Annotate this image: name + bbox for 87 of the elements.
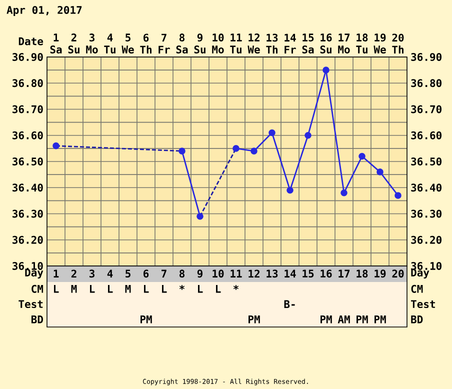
x-tick-label: 16 Su [320,34,332,54]
point [232,145,240,152]
x-tick-label: 2 Su [68,34,80,54]
y-tick-label: 36.40 [12,184,43,192]
point [304,132,312,139]
text: PM [374,316,386,324]
x-tick-label: 7 Fr [158,34,170,54]
x-tick-label: 19 We [374,34,386,54]
text: B- [284,300,295,308]
text: PM [248,316,260,324]
x-tick-label: 4 Tu [104,34,116,54]
point [250,148,258,154]
text: PM [140,316,152,324]
text: PM [320,316,332,324]
text: L [162,285,167,293]
x-tick-label: 1 [54,270,59,278]
x-tick-label: 10 Mo [212,34,224,54]
chart-title: Apr 01, 2017 [6,6,82,16]
text: Day [411,268,430,279]
x-axis-title: Date [18,37,44,46]
x-tick-label: 5 We [122,34,134,54]
point [340,189,348,196]
x-tick-label: 16 [320,270,332,278]
y-tick-label: 36.50 [12,158,43,166]
y-tick-label: 36.70 [12,105,43,114]
text: PM [356,316,368,324]
point [268,129,276,136]
text: * [233,284,239,290]
x-tick-label: 17 [338,270,350,278]
x-tick-label: 3 [89,270,94,278]
point [52,142,60,150]
text: L [90,285,95,293]
text: L [198,285,203,293]
x-tick-label: 8 Sa [176,34,188,54]
x-tick-label: 15 Sa [302,34,314,54]
x-tick-label: 8 [179,270,184,278]
y-tick-label: 36.30 [12,210,43,218]
y-tick-label: 36.80 [12,79,43,88]
x-tick-label: 13 Th [266,34,278,54]
x-tick-label: 4 [107,270,113,278]
point [376,168,384,176]
text: AM [338,316,350,324]
text: L [144,285,149,293]
x-tick-label: 9 Su [194,34,206,54]
x-tick-label: 18 [356,270,368,278]
x-tick-label: 17 Mo [338,34,350,54]
x-tick-label: 15 [302,270,314,278]
x-tick-label: 18 Tu [356,34,368,54]
x-tick-label: 19 [374,270,386,278]
y-tick-label: 36.20 [12,236,43,244]
text: M [71,285,77,293]
x-tick-label: 3 Mo [86,34,98,54]
point [178,148,186,154]
text: L [216,285,221,293]
point [286,186,294,194]
x-tick-label: 10 [212,270,224,278]
x-tick-label: 9 [197,270,202,278]
y-tick-label: BD [411,316,423,324]
x-tick-label: 14 Fr [284,34,296,54]
x-tick-label: 20 Th [392,34,404,54]
text: L [108,285,113,293]
x-axis-title: Day [25,268,44,279]
x-tick-label: 6 [144,270,149,278]
x-tick-label: 2 [71,270,76,278]
x-tick-label: 6 Th [140,34,152,54]
text: L [54,285,59,293]
y-tick-label: CM [411,284,423,293]
x-tick-label: 5 [126,270,130,278]
x-tick-label: 7 [162,270,166,278]
y-tick-label: 36.10 [12,262,43,270]
x-tick-label: 1 Sa [50,34,62,54]
y-tick-label: 36.60 [12,131,43,140]
x-tick-label: 13 [266,270,278,278]
point [358,152,366,160]
x-tick-label: 12 [248,270,260,278]
text: M [125,285,131,293]
y-tick-label: 36.90 [12,53,43,62]
x-tick-label: 14 [284,270,296,278]
x-tick-label: 11 Tu [230,34,242,54]
x-tick-label: 11 [230,270,242,278]
x-tick-label: 20 [392,270,404,278]
point [196,212,204,220]
y-tick-label: Test [410,300,435,308]
x-tick-label: 12 We [248,34,260,54]
point [394,192,402,199]
point [322,66,330,74]
text: * [179,284,185,290]
